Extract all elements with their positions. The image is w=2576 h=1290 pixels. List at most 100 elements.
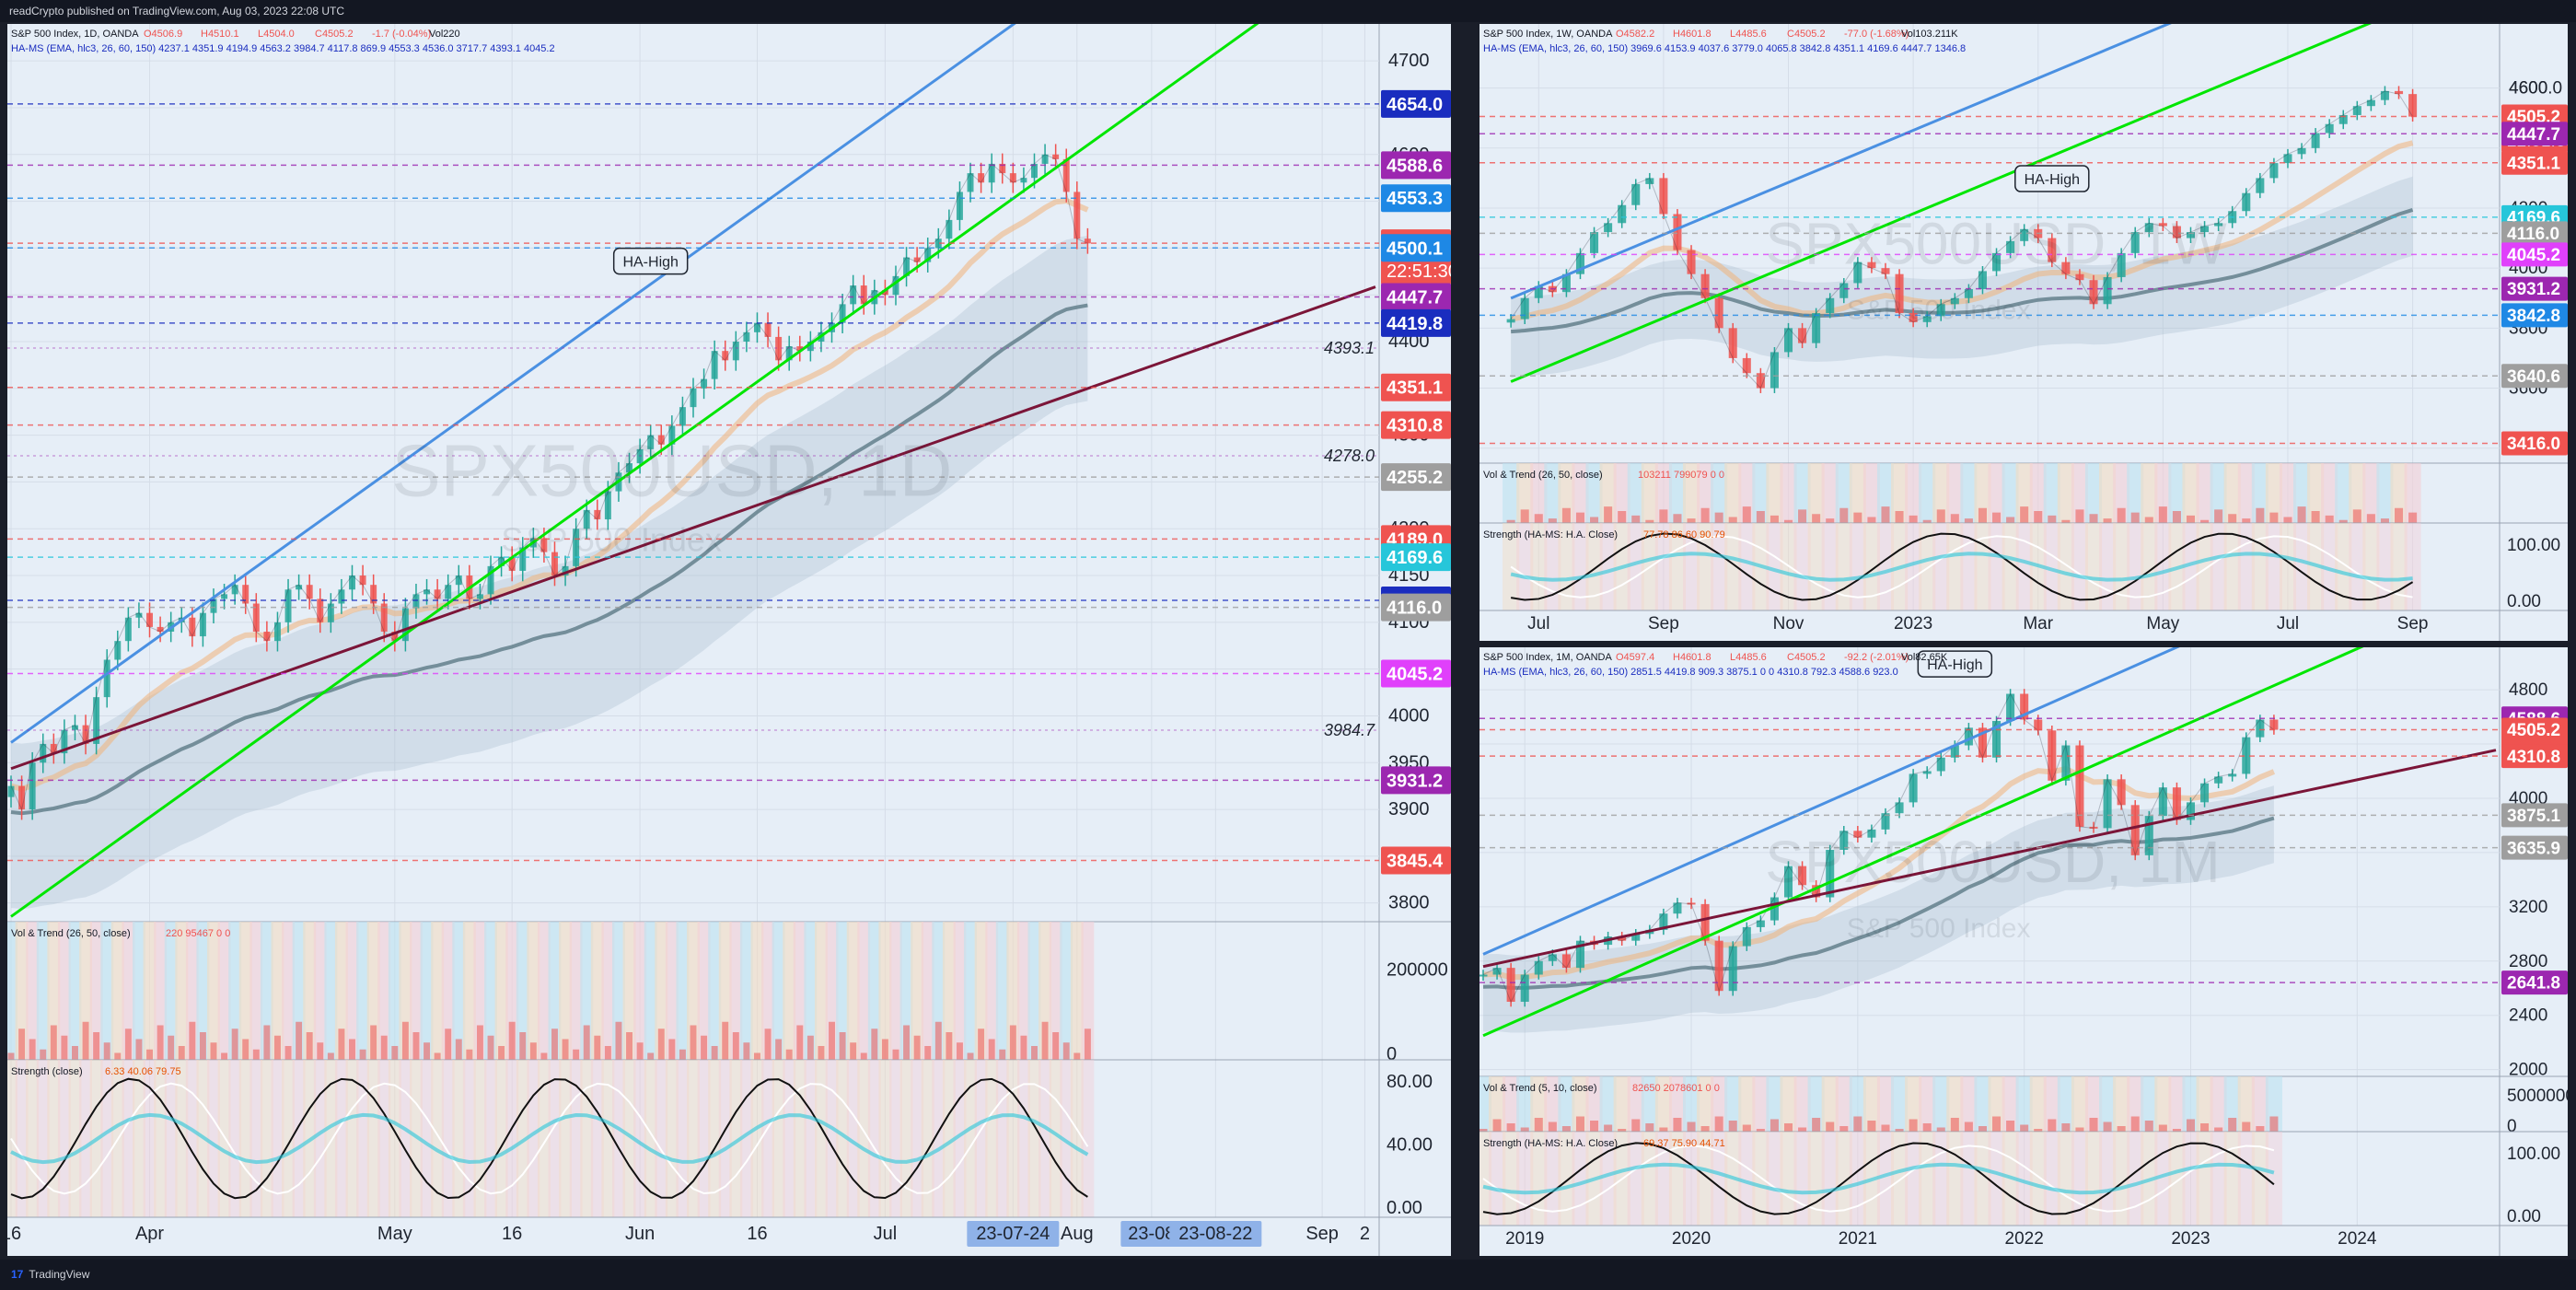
time-axis-label: 2022 [2005,1229,2044,1249]
candle-body [1992,720,2002,758]
price-tag-label: 4310.8 [1387,416,1443,436]
volume-bg-bar [1060,922,1073,1060]
volume-bar [551,1029,558,1060]
strength-bg-bar [431,1060,445,1217]
volume-bar [1936,509,1945,523]
volume-bg-bar [441,922,455,1060]
volume-bg-bar [2196,463,2213,523]
volume-bg-bar [559,922,573,1060]
volume-bar [1645,519,1654,523]
candle-body [306,585,313,599]
volume-bg-bar [57,922,71,1060]
price-tag [2501,150,2568,175]
volume-bar [508,1021,516,1060]
candle-body [573,529,580,566]
volume-bar [40,1049,47,1060]
strength-bg-bar [1946,1132,1964,1226]
volume-bg-bar [1960,463,1978,523]
volume-bg-bar [2168,463,2186,523]
weekly-chart-panel[interactable]: 34003600380040004200440046004600.04505.2… [1479,24,2568,641]
volume-bg-bar [1752,463,1770,523]
tradingview-logo[interactable]: 17 TradingView [11,1268,90,1281]
candle-body [2130,232,2140,253]
strength-bg-bar [2265,523,2282,610]
volume-bar [445,1029,452,1060]
volume-bg-bar [1558,463,1575,523]
candle-body [562,565,569,576]
volume-bg-bar [1919,463,1936,523]
volume-bg-bar [132,922,145,1060]
volume-bar [1590,517,1599,523]
watermark: SPX500USD, 1W [1765,211,2227,277]
strength-tick: 100.00 [2507,536,2560,555]
strength-bg-bar [548,1060,562,1217]
volume-bar [1031,1046,1038,1060]
volume-bar [913,1035,921,1060]
volume-bg-bar [1738,1076,1756,1132]
candle-body [157,626,164,632]
time-highlight [1120,1221,1183,1247]
weekly-chart-svg[interactable]: 34003600380040004200440046004600.04505.2… [1479,24,2568,641]
volume-bar [732,1032,739,1060]
candle-body [1826,297,1835,314]
y-tick-label: 2000 [2509,1061,2547,1080]
candle-body [743,331,750,342]
volume-bar [1798,1127,1807,1132]
line-note-label: 3984.7 [1324,721,1375,739]
strength-bg-bar [953,1060,967,1217]
candle-body [604,491,611,520]
volume-bar [1631,515,1641,523]
candle-body [445,585,452,599]
strength-bg-bar [739,1060,753,1217]
volume-bar [806,1035,814,1060]
volume-bg-bar [484,922,497,1060]
time-axis-label: 2023 [2171,1229,2210,1249]
volume-bar [82,1021,89,1060]
monthly-chart-panel[interactable]: 200024002800320036004000440048004588.645… [1479,647,2568,1256]
strength-bg-bar [79,1060,92,1217]
candle-body [1798,328,1807,343]
strength-bg-bar [708,1060,722,1217]
trend-line-green [1482,647,2364,1038]
volume-bg-bar [420,922,434,1060]
strength-bg-bar [100,1060,114,1217]
strength-bg-bar [718,1060,732,1217]
volume-bar [2228,514,2237,523]
strength-bg-bar [1835,523,1852,610]
strength-bg-bar [1835,1132,1852,1226]
volume-bg-bar [1932,1076,1950,1132]
volume-title: Vol & Trend (5, 10, close) [1483,1083,1597,1094]
price-tag [2501,431,2568,456]
volume-bg-bar [1849,463,1866,523]
candle-body [2006,240,2015,253]
daily-chart-panel[interactable]: 3800385039003950400040504100415042004250… [7,24,1451,1256]
candle-body [1881,268,1890,274]
volume-bar [61,1035,68,1060]
volume-bg-bar [431,922,445,1060]
volume-bar [881,1039,888,1060]
volume-bar [401,1021,409,1060]
candle-body [2061,261,2071,274]
daily-chart-svg[interactable]: 3800385039003950400040504100415042004250… [7,24,1451,1256]
volume-bar [1783,1123,1793,1132]
candle-body [1520,297,1529,320]
volume-bar [934,1021,942,1060]
volume-bg-bar [2043,1076,2060,1132]
strength-bg-bar [2293,523,2311,610]
volume-bar [1631,1119,1641,1132]
y-tick-label: 2400 [2509,1006,2547,1026]
volume-bg-bar [1821,1076,1839,1132]
volume-tick: 50000000 [2507,1087,2568,1106]
volume-bg-bar [2099,463,2117,523]
volume-bg-bar [68,922,82,1060]
candle-body [135,612,143,618]
volume-bar [1561,1126,1571,1132]
volume-bar [1520,509,1529,523]
legend-vol: Vol220 [429,29,460,40]
strength-bg-bar [1668,1132,1686,1226]
strength-bg-bar [175,1060,189,1217]
candle-body [2380,90,2389,100]
volume-bar [1073,1052,1081,1060]
volume-bar [434,1052,441,1060]
monthly-chart-svg[interactable]: 200024002800320036004000440048004588.645… [1479,647,2568,1256]
